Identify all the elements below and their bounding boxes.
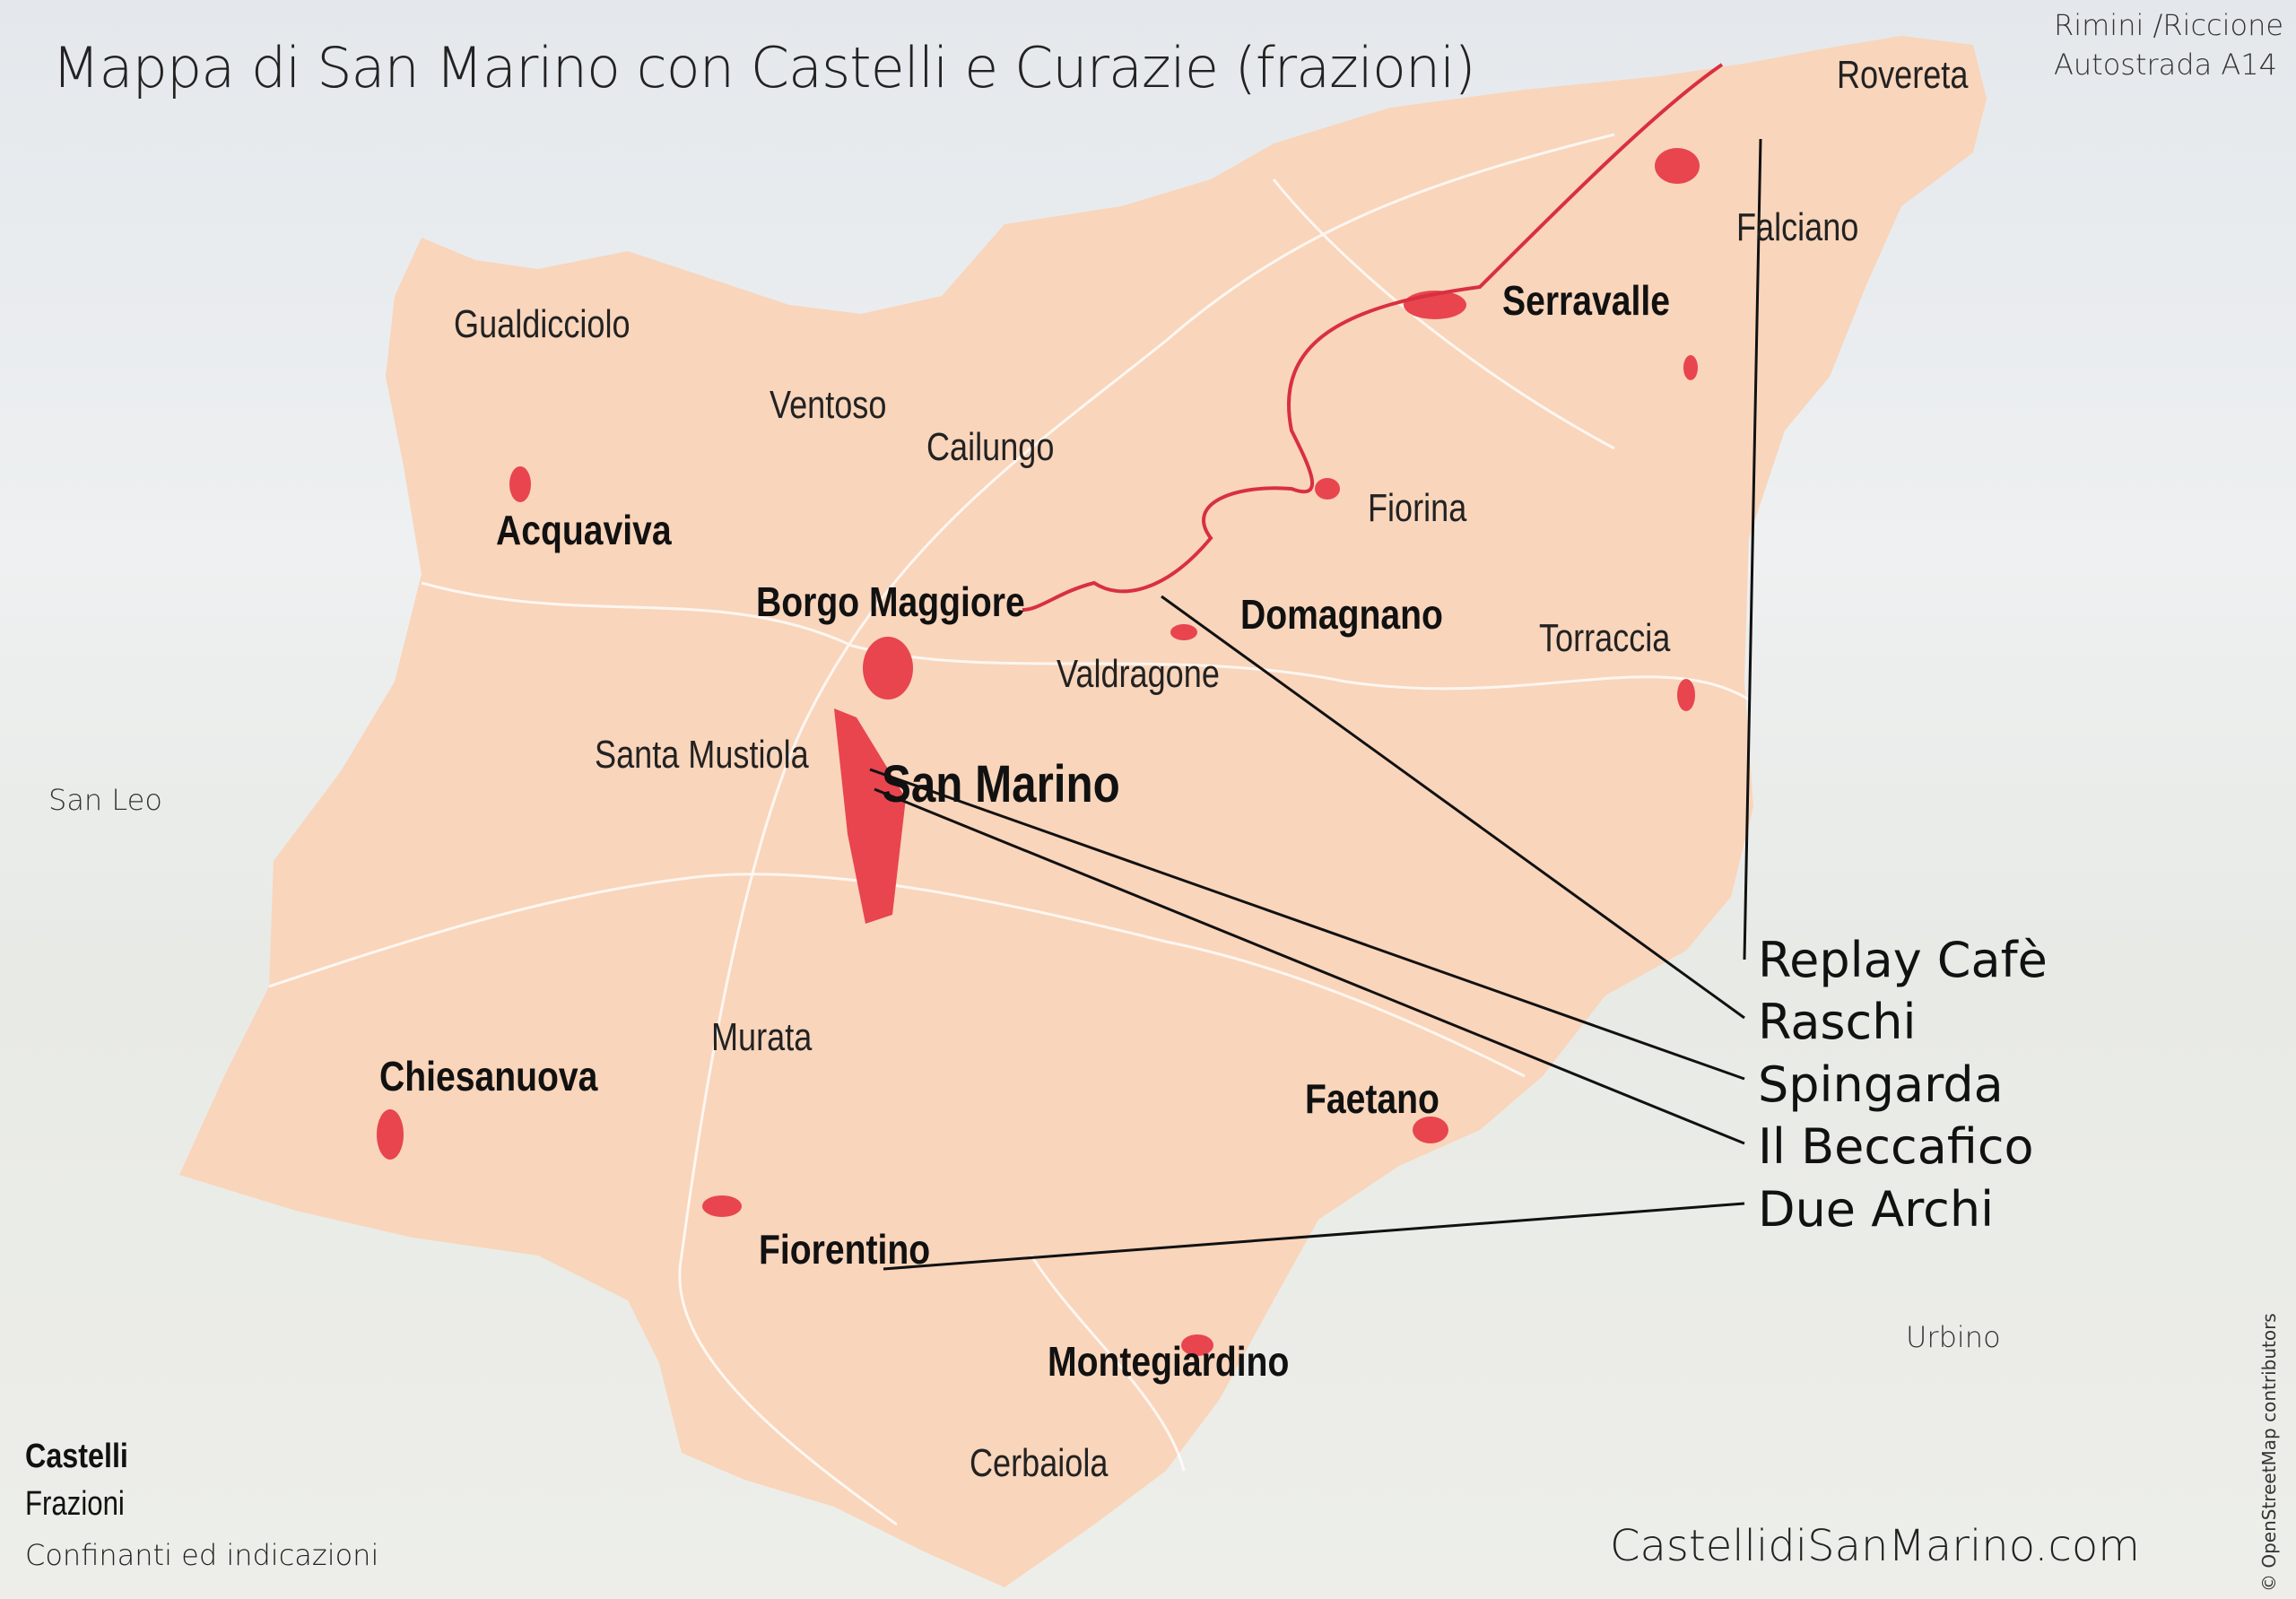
place-label: Raschi <box>1758 994 1917 1050</box>
castello-label: Acquaviva <box>496 507 672 553</box>
frazione-label: Rovereta <box>1837 53 1969 97</box>
castello-label: Fiorentino <box>759 1226 931 1273</box>
frazione-label: Cailungo <box>926 425 1055 469</box>
frazione-label: Santa Mustiola <box>595 733 809 777</box>
neighbor-san-leo: San Leo <box>48 783 162 817</box>
frazione-label: Torraccia <box>1539 616 1671 660</box>
neighbor-autostrada: Autostrada A14 <box>2054 48 2277 82</box>
urban-areas <box>377 148 1700 1356</box>
frazione-label: Falciano <box>1736 205 1859 249</box>
frazione-label: Fiorina <box>1368 486 1467 530</box>
san-marino-territory <box>179 36 1987 1587</box>
castello-label: Montegiardino <box>1048 1338 1290 1385</box>
frazione-label: Gualdicciolo <box>454 302 631 346</box>
frazione-label: Ventoso <box>770 383 887 427</box>
legend-confinanti: Confinanti ed indicazioni <box>25 1538 379 1572</box>
frazione-label: Valdragone <box>1057 652 1220 696</box>
main-road <box>1022 63 1724 612</box>
castello-label: Borgo Maggiore <box>756 578 1025 625</box>
footer-website[interactable]: CastellidiSanMarino.com <box>1610 1521 2141 1571</box>
place-label: Spingarda <box>1758 1056 2004 1113</box>
attribution: © OpenStreetMap contributors <box>2258 1313 2280 1592</box>
neighbor-urbino: Urbino <box>1906 1320 2001 1354</box>
place-label: Il Beccafico <box>1758 1118 2034 1175</box>
neighbor-rimini: Rimini /Riccione <box>2054 8 2284 42</box>
legend-frazioni: Frazioni <box>25 1485 125 1523</box>
place-label: Replay Cafè <box>1758 932 2048 988</box>
castello-label: Serravalle <box>1502 277 1670 324</box>
leader-lines <box>869 138 1762 1271</box>
place-label: Due Archi <box>1758 1181 1995 1238</box>
legend-castelli: Castelli <box>25 1438 128 1475</box>
frazione-label: Cerbaiola <box>970 1441 1109 1485</box>
castello-label: Domagnano <box>1240 591 1443 638</box>
castello-label: San Marino <box>882 755 1120 813</box>
frazione-label: Murata <box>711 1015 813 1059</box>
castello-label: Chiesanuova <box>379 1053 598 1099</box>
page-title: Mappa di San Marino con Castelli e Curaz… <box>52 35 1476 100</box>
castello-label: Faetano <box>1305 1075 1439 1122</box>
